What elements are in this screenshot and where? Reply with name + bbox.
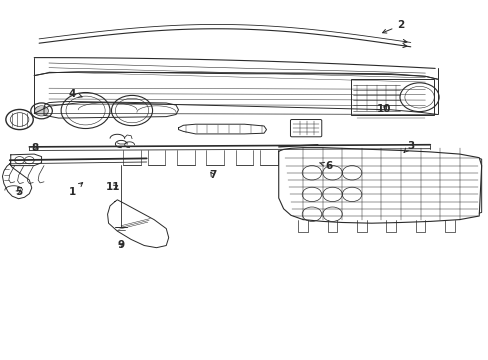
Text: 7: 7 bbox=[208, 170, 216, 180]
Text: 9: 9 bbox=[118, 240, 124, 250]
Text: 8: 8 bbox=[32, 143, 39, 153]
Text: 4: 4 bbox=[68, 89, 82, 99]
Text: 1: 1 bbox=[69, 183, 82, 197]
Text: 5: 5 bbox=[15, 186, 22, 197]
Text: 11: 11 bbox=[106, 182, 121, 192]
Text: 3: 3 bbox=[403, 141, 413, 152]
Text: 10: 10 bbox=[376, 104, 391, 114]
Text: 2: 2 bbox=[382, 20, 404, 33]
Text: 6: 6 bbox=[319, 161, 331, 171]
